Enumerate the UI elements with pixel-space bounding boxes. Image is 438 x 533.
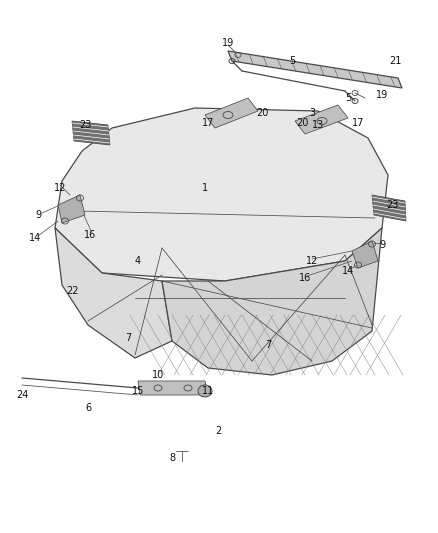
Text: 8: 8 — [169, 453, 175, 463]
Text: 17: 17 — [202, 118, 214, 128]
Text: 3: 3 — [309, 108, 315, 118]
Text: 9: 9 — [35, 210, 41, 220]
Text: 21: 21 — [389, 56, 401, 66]
Text: 5: 5 — [345, 93, 351, 103]
Text: 7: 7 — [125, 333, 131, 343]
Text: 2: 2 — [215, 426, 221, 436]
Text: 19: 19 — [222, 38, 234, 48]
Polygon shape — [138, 381, 208, 395]
Polygon shape — [372, 195, 406, 221]
Polygon shape — [205, 98, 258, 128]
Text: 7: 7 — [265, 340, 271, 350]
Text: 22: 22 — [66, 286, 78, 296]
Polygon shape — [55, 228, 172, 358]
Polygon shape — [352, 241, 378, 268]
Text: 12: 12 — [306, 256, 318, 266]
Text: 5: 5 — [289, 56, 295, 66]
Text: 12: 12 — [54, 183, 66, 193]
Text: 17: 17 — [352, 118, 364, 128]
Text: 23: 23 — [79, 120, 91, 130]
Text: 14: 14 — [29, 233, 41, 243]
Text: 16: 16 — [299, 273, 311, 283]
Text: 9: 9 — [379, 240, 385, 250]
Text: 16: 16 — [84, 230, 96, 240]
Text: 10: 10 — [152, 370, 164, 380]
Ellipse shape — [198, 385, 212, 397]
Polygon shape — [228, 51, 402, 88]
Text: 24: 24 — [16, 390, 28, 400]
Text: 13: 13 — [312, 120, 324, 130]
Text: 19: 19 — [376, 90, 388, 100]
Text: 20: 20 — [256, 108, 268, 118]
Text: 6: 6 — [85, 403, 91, 413]
Text: 1: 1 — [202, 183, 208, 193]
Text: 23: 23 — [386, 200, 398, 210]
Text: 14: 14 — [342, 266, 354, 276]
Text: 20: 20 — [296, 118, 308, 128]
Polygon shape — [58, 195, 85, 223]
Text: 4: 4 — [135, 256, 141, 266]
Polygon shape — [72, 121, 110, 145]
Text: 15: 15 — [132, 386, 144, 396]
Text: 11: 11 — [202, 386, 214, 396]
Polygon shape — [55, 108, 388, 281]
Polygon shape — [162, 228, 382, 375]
Polygon shape — [295, 105, 348, 134]
